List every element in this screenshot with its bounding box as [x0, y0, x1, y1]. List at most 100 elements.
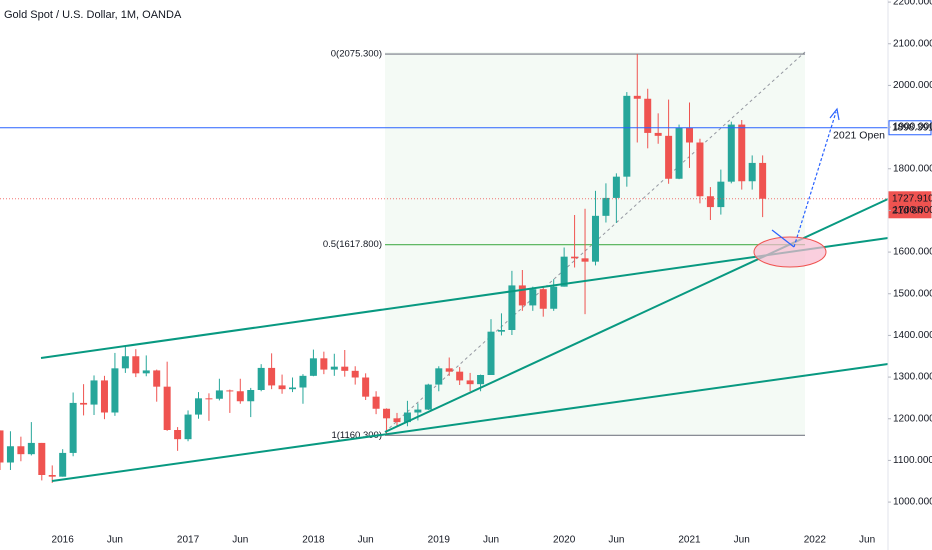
candle-body	[706, 196, 714, 208]
candles	[0, 54, 767, 483]
candle-body	[0, 430, 4, 463]
candle-body	[121, 356, 129, 369]
candle-body	[466, 380, 474, 385]
x-tick-label: Jun	[107, 535, 123, 546]
candle-body	[456, 371, 464, 381]
candle-body	[27, 442, 35, 455]
x-tick-label: 2016	[52, 535, 75, 546]
candle-body	[278, 385, 286, 390]
candle-body	[435, 368, 443, 385]
x-tick-label: Jun	[232, 535, 248, 546]
candle-body	[372, 396, 380, 409]
x-tick-label: 2020	[553, 535, 576, 546]
y-tick-label: 1800.000	[893, 163, 932, 174]
candle-body	[727, 124, 735, 182]
candle-body	[351, 370, 359, 378]
candle-body	[487, 331, 495, 375]
candle-body	[508, 285, 516, 330]
candle-body	[194, 398, 202, 415]
arrow-head	[829, 107, 840, 121]
candle-body	[268, 367, 276, 386]
y-tick-label: 1700.000	[893, 205, 932, 216]
candle-body	[100, 380, 108, 413]
candle-body	[424, 384, 432, 410]
candle-body	[330, 366, 338, 370]
y-tick-label: 1300.000	[893, 372, 932, 383]
candle-body	[518, 285, 526, 306]
x-tick-label: 2022	[804, 535, 827, 546]
y-tick-label: 1900.000	[893, 122, 932, 133]
chart-title: Gold Spot / U.S. Dollar, 1M, OANDA	[4, 9, 182, 21]
candle-body	[247, 390, 255, 402]
highlight-ellipse	[753, 236, 827, 268]
candle-body	[320, 358, 328, 370]
candle-body	[257, 367, 265, 390]
candle-body	[612, 176, 620, 198]
candle-body	[414, 409, 422, 413]
candle-body	[362, 377, 370, 397]
candle-body	[90, 380, 98, 405]
candle-body	[341, 366, 349, 371]
candle-body	[163, 386, 171, 430]
candle-body	[48, 475, 56, 477]
y-tick-label: 1000.000	[893, 497, 932, 508]
candle-body	[445, 368, 453, 372]
candle-body	[497, 330, 505, 332]
y-tick-label: 2000.000	[893, 80, 932, 91]
price-line-note: 2021 Open	[833, 130, 885, 142]
price-label-box	[888, 191, 932, 219]
countdown-label: 21d 8h	[892, 205, 923, 216]
x-tick-label: Jun	[859, 535, 875, 546]
arrow	[793, 111, 837, 248]
candle-body	[153, 370, 161, 387]
candle-body	[581, 258, 589, 262]
price-label-box	[888, 120, 932, 136]
candle-body	[6, 446, 14, 463]
candle-body	[205, 398, 213, 400]
candle-body	[38, 442, 46, 475]
x-tick-label: 2018	[302, 535, 325, 546]
x-tick-label: Jun	[358, 535, 374, 546]
fib-label: 0(2075.300)	[331, 49, 382, 60]
candle-body	[174, 430, 182, 440]
y-tick-label: 1400.000	[893, 330, 932, 341]
candle-body	[539, 289, 547, 309]
candle-body	[226, 390, 234, 392]
candle-body	[602, 197, 610, 216]
candle-body	[550, 286, 558, 309]
candle-body	[623, 95, 631, 177]
x-tick-label: Jun	[734, 535, 750, 546]
candle-body	[477, 375, 485, 385]
y-tick-label: 2100.000	[893, 38, 932, 49]
candle-body	[215, 390, 223, 399]
y-tick-label: 2200.000	[893, 0, 932, 8]
arrow	[771, 229, 795, 248]
candle-body	[560, 256, 568, 287]
x-tick-label: Jun	[608, 535, 624, 546]
candle-body	[675, 127, 683, 179]
candle-body	[696, 142, 704, 197]
candle-body	[142, 370, 150, 374]
candle-body	[17, 446, 25, 455]
candle-body	[393, 418, 401, 423]
candle-body	[80, 402, 88, 405]
candle-body	[309, 358, 317, 376]
candle-body	[738, 124, 746, 182]
candle-body	[759, 162, 767, 199]
candle-body	[644, 98, 652, 133]
x-tick-label: 2019	[428, 535, 451, 546]
candle-body	[654, 132, 662, 136]
candle-body	[529, 289, 537, 306]
trend-line	[51, 363, 889, 482]
y-tick-label: 1600.000	[893, 247, 932, 258]
candle-body	[184, 414, 192, 440]
candle-body	[591, 215, 599, 262]
trend-line	[40, 237, 889, 359]
y-tick-label: 1200.000	[893, 413, 932, 424]
fib-label: 0.5(1617.800)	[323, 239, 382, 250]
candle-body	[686, 127, 694, 143]
candle-body	[633, 95, 641, 99]
candle-body	[289, 387, 297, 390]
